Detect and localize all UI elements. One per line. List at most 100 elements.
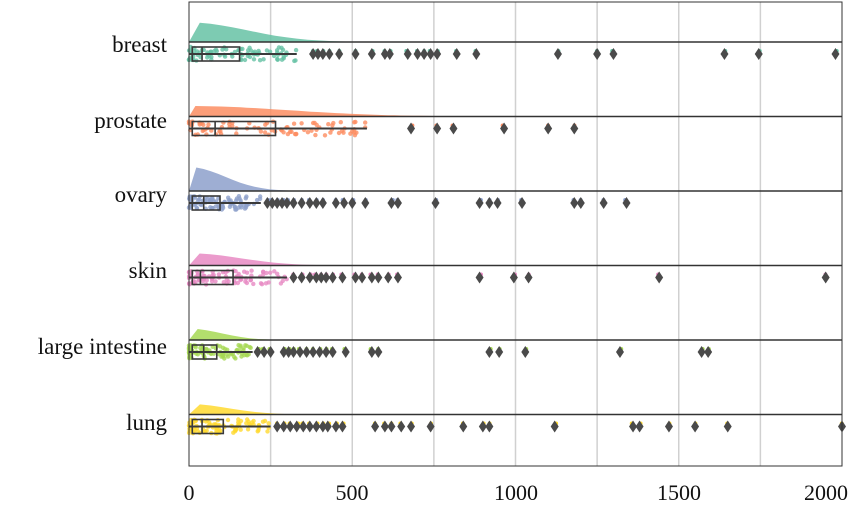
outlier-marker: [413, 48, 422, 60]
outlier-marker: [599, 197, 608, 209]
outlier-marker: [374, 271, 383, 284]
rain-point: [192, 427, 197, 432]
category-label-lung: lung: [126, 410, 167, 435]
box: [191, 269, 234, 286]
violin-cloud: [189, 329, 709, 340]
outlier-marker: [485, 420, 494, 433]
rain-point: [242, 353, 247, 358]
box: [191, 120, 277, 137]
rain-point: [206, 122, 211, 127]
outlier-marker: [397, 420, 406, 433]
outlier-marker: [367, 48, 376, 60]
outlier-marker: [289, 271, 298, 284]
outlier-marker: [433, 122, 442, 135]
rain-point: [236, 271, 241, 277]
rain-point: [224, 277, 229, 282]
outlier-marker: [268, 197, 277, 209]
rain-point: [328, 130, 333, 135]
outlier-marker: [335, 48, 344, 60]
rain-point: [225, 354, 231, 359]
outlier-marker: [475, 271, 484, 284]
outlier-marker: [279, 420, 288, 433]
outlier-marker: [570, 122, 579, 135]
rain-point: [238, 203, 243, 208]
outlier-marker: [361, 197, 370, 209]
grid-lines: [269, 2, 762, 466]
outlier-marker: [622, 197, 631, 209]
outlier-marker: [318, 197, 327, 209]
outlier-marker: [407, 122, 416, 135]
outlier-marker: [351, 271, 360, 284]
rain-point: [258, 129, 264, 134]
rain-point: [229, 352, 234, 357]
rain-point: [230, 54, 235, 59]
rain-point: [266, 421, 271, 426]
rain-point: [195, 198, 201, 203]
rain-point: [260, 419, 266, 424]
series-group: [186, 22, 846, 436]
outlier-marker: [305, 271, 314, 284]
outlier-marker: [253, 346, 262, 358]
rain-point: [219, 354, 224, 359]
outlier-marker: [282, 197, 291, 209]
rain-point: [248, 278, 253, 283]
series-ovary: [186, 167, 842, 212]
x-tick-label: 2000: [804, 480, 848, 505]
category-label-skin: skin: [129, 258, 168, 283]
x-axis: 0 500 1000 1500 2000: [184, 480, 849, 505]
outlier-marker: [328, 271, 337, 284]
outlier-marker: [289, 197, 298, 209]
outlier-marker: [576, 197, 585, 209]
x-tick-label: 1500: [657, 480, 701, 505]
outlier-marker: [449, 122, 458, 135]
rain-point: [258, 281, 264, 286]
rain-point: [264, 270, 269, 276]
rain-point: [363, 120, 368, 125]
rain-point: [213, 279, 218, 284]
rain-point: [322, 133, 328, 138]
outlier-marker: [387, 197, 396, 209]
rain-point: [238, 344, 243, 350]
outlier-marker: [313, 48, 322, 60]
outlier-marker: [278, 197, 287, 209]
rain-point: [326, 122, 331, 127]
outlier-marker: [495, 346, 504, 358]
outlier-marker: [475, 197, 484, 209]
rain-point: [235, 347, 240, 353]
outlier-marker: [493, 197, 502, 209]
outlier-marker: [521, 346, 530, 358]
rain-point: [255, 429, 260, 434]
rain-point: [261, 57, 266, 62]
outlier-marker: [325, 48, 334, 60]
outlier-marker: [305, 197, 314, 209]
rain-point: [242, 269, 247, 274]
outlier-marker: [426, 48, 435, 60]
outlier-marker: [279, 346, 288, 358]
violin-cloud: [189, 253, 826, 266]
outlier-marker: [697, 346, 706, 358]
outlier-marker: [509, 271, 518, 284]
rain-point: [216, 272, 222, 277]
rain-point: [225, 417, 231, 423]
rain-point: [309, 128, 314, 133]
rain-point: [291, 121, 297, 126]
outlier-marker: [380, 48, 389, 60]
outlier-marker: [286, 420, 295, 433]
rain-point: [338, 120, 343, 125]
outlier-marker: [292, 420, 301, 433]
outlier-marker: [273, 197, 282, 209]
outlier-marker: [472, 48, 481, 60]
rain-point: [352, 120, 357, 125]
outlier-marker: [393, 197, 402, 209]
outlier-marker: [452, 48, 461, 60]
outlier-marker: [340, 197, 349, 209]
rain-point: [348, 131, 353, 136]
outlier-marker: [317, 271, 326, 284]
rain-point: [251, 418, 256, 424]
outlier-marker: [322, 346, 331, 358]
outlier-marker: [831, 48, 840, 60]
outlier-marker: [664, 420, 673, 433]
rain-point: [240, 46, 245, 52]
outlier-marker: [720, 48, 729, 60]
outlier-marker: [431, 197, 440, 209]
